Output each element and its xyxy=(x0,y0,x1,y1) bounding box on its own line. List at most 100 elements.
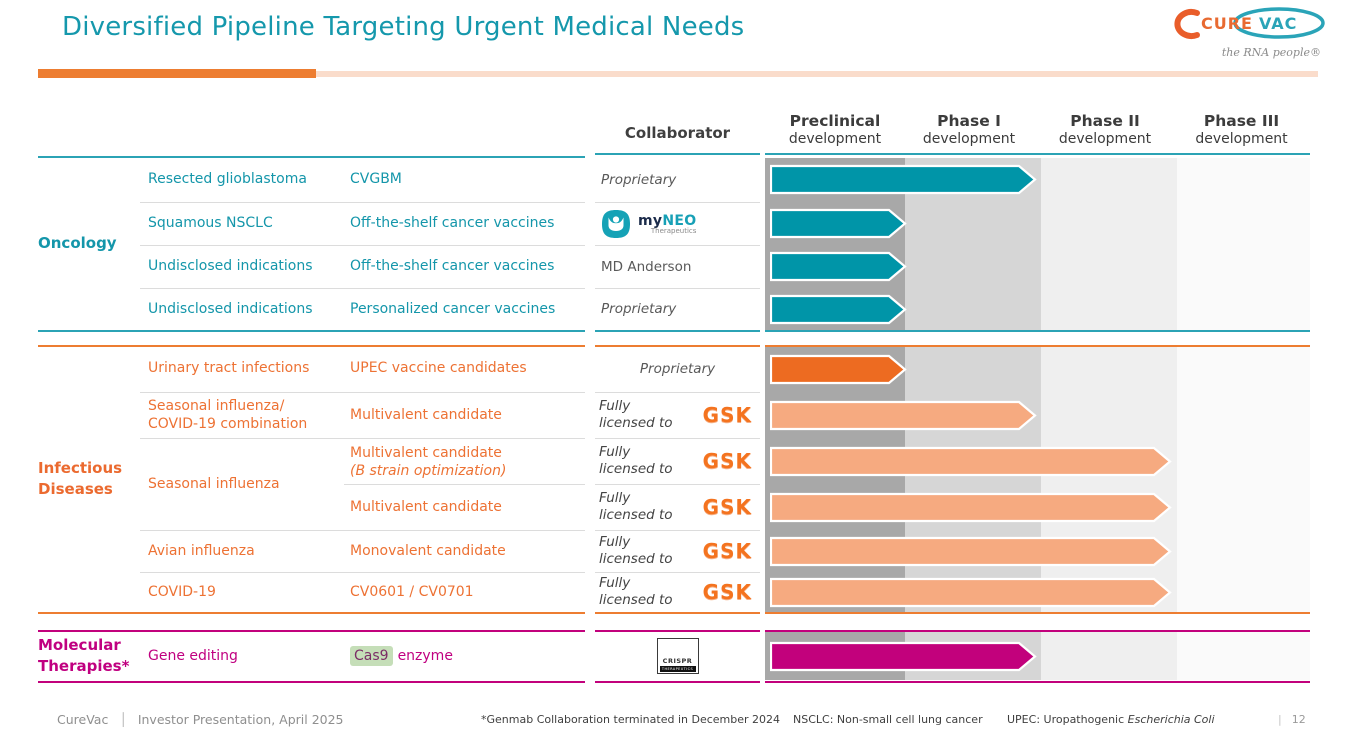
crispr-logo: CRISPR THERAPEUTICS xyxy=(656,638,699,674)
page-title: Diversified Pipeline Targeting Urgent Me… xyxy=(62,12,745,42)
pipeline-arrow xyxy=(770,208,907,239)
md-anderson-label: MD Anderson xyxy=(601,258,692,275)
row-separator xyxy=(140,530,585,531)
fully-licensed-label: Fully licensed to xyxy=(599,575,673,608)
indication-cell: Avian influenza xyxy=(148,542,255,559)
accent-bar-highlight xyxy=(38,69,316,78)
product-note: (B strain optimization) xyxy=(350,463,507,480)
crispr-sub: THERAPEUTICS xyxy=(659,666,696,672)
myneo-my: my xyxy=(638,212,663,229)
collaborator-cell: Proprietary xyxy=(595,288,760,330)
curevac-logo: CURE VAC the RNA people® xyxy=(1147,6,1327,59)
footnote-upec: UPEC: Uropathogenic Escherichia Coli xyxy=(1007,713,1215,726)
row-separator xyxy=(140,245,585,246)
indication-cell: Undisclosed indications xyxy=(148,300,313,317)
proprietary-label: Proprietary xyxy=(639,360,716,377)
section-label-oncology: Oncology xyxy=(38,234,117,253)
footer-brand: CureVac xyxy=(57,712,109,727)
row-separator xyxy=(140,202,585,203)
pipeline-arrow xyxy=(770,164,1037,195)
pipeline-arrow xyxy=(770,251,907,282)
fully-licensed-label: Fully licensed to xyxy=(599,444,673,477)
product-cell: Cas9 enzyme xyxy=(350,632,585,680)
section-divider xyxy=(765,345,1310,347)
row-separator xyxy=(140,572,585,573)
section-divider xyxy=(38,612,585,614)
proprietary-label: Proprietary xyxy=(601,301,677,317)
product-cell: Multivalent candidate xyxy=(350,498,502,515)
section-divider xyxy=(765,630,1310,632)
row-separator xyxy=(595,484,760,485)
pipeline-arrow xyxy=(770,641,1037,672)
collaborator-cell: Proprietary xyxy=(595,157,760,202)
product-cell: Multivalent candidate xyxy=(350,406,502,423)
gsk-logo: GSK xyxy=(702,539,752,563)
indication-cell: Undisclosed indications xyxy=(148,258,313,275)
row-separator xyxy=(344,484,585,485)
row-separator xyxy=(595,572,760,573)
phase-header-preclinical: Preclinical development xyxy=(788,112,882,148)
cas9-highlight: Cas9 xyxy=(350,645,393,667)
pipeline-arrow xyxy=(770,536,1172,567)
section-divider xyxy=(595,612,760,614)
myneo-neo: NEO xyxy=(662,212,697,229)
product-cell: CV0601 / CV0701 xyxy=(350,583,474,600)
fully-licensed-label: Fully licensed to xyxy=(599,490,673,523)
pipeline-arrow xyxy=(770,294,907,325)
gsk-logo: GSK xyxy=(702,403,752,427)
gsk-logo: GSK xyxy=(702,495,752,519)
phase-header-phase1: Phase I development xyxy=(922,112,1016,148)
row-separator xyxy=(595,202,760,203)
section-label-infectious: Infectious Diseases xyxy=(38,459,123,498)
footnote-genmab: *Genmab Collaboration terminated in Dece… xyxy=(481,713,781,726)
collaborator-underline xyxy=(595,153,760,155)
indication-cell: Squamous NSCLC xyxy=(148,215,273,232)
row-separator xyxy=(140,288,585,289)
row-separator xyxy=(595,392,760,393)
pipeline-arrow xyxy=(770,354,907,385)
section-divider xyxy=(595,330,760,332)
footer-brand-line: CureVac │ Investor Presentation, April 2… xyxy=(57,712,344,727)
myneo-logo: myNEO Therapeutics xyxy=(595,209,696,239)
section-divider xyxy=(38,681,585,683)
section-divider xyxy=(595,345,760,347)
column-background-infectious xyxy=(765,346,1310,612)
fully-licensed-label: Fully licensed to xyxy=(599,534,673,567)
row-separator xyxy=(595,530,760,531)
product-cell: Off-the-shelf cancer vaccines xyxy=(350,258,555,275)
collaborator-cell: Fully licensed to GSK xyxy=(595,530,760,572)
section-divider xyxy=(38,330,585,332)
product-cell: Monovalent candidate xyxy=(350,542,506,559)
product-cell: Off-the-shelf cancer vaccines xyxy=(350,215,555,232)
phase-header-phase2: Phase II development xyxy=(1058,112,1152,148)
collaborator-cell: Fully licensed to GSK xyxy=(595,438,760,484)
row-separator xyxy=(595,288,760,289)
collaborator-cell: Fully licensed to GSK xyxy=(595,392,760,438)
footer-presentation: Investor Presentation, April 2025 xyxy=(137,712,344,727)
row-separator xyxy=(595,245,760,246)
indication-cell: Seasonal influenza xyxy=(148,475,280,492)
product-cell: UPEC vaccine candidates xyxy=(350,360,527,377)
section-divider xyxy=(38,156,585,158)
section-divider xyxy=(595,630,760,632)
section-divider xyxy=(38,630,585,632)
brand-cure: CURE xyxy=(1201,14,1253,33)
section-divider xyxy=(765,330,1310,332)
crispr-name: CRISPR xyxy=(662,657,693,665)
section-divider xyxy=(38,345,585,347)
product-cell: Multivalent candidate (B strain optimiza… xyxy=(350,438,585,490)
section-divider xyxy=(765,612,1310,614)
section-divider xyxy=(765,681,1310,683)
collaborator-cell: CRISPR THERAPEUTICS xyxy=(595,632,760,680)
pipeline-arrow xyxy=(770,446,1172,477)
collaborator-cell: Fully licensed to GSK xyxy=(595,572,760,612)
brand-vac: VAC xyxy=(1259,14,1297,33)
collaborator-cell: Fully licensed to GSK xyxy=(595,484,760,530)
gsk-logo: GSK xyxy=(702,449,752,473)
accent-bar xyxy=(38,71,1318,77)
collaborator-header: Collaborator xyxy=(624,124,731,142)
page-number: | 12 xyxy=(1278,713,1306,726)
pipeline-arrow xyxy=(770,400,1037,431)
collaborator-cell: Proprietary xyxy=(595,345,760,392)
